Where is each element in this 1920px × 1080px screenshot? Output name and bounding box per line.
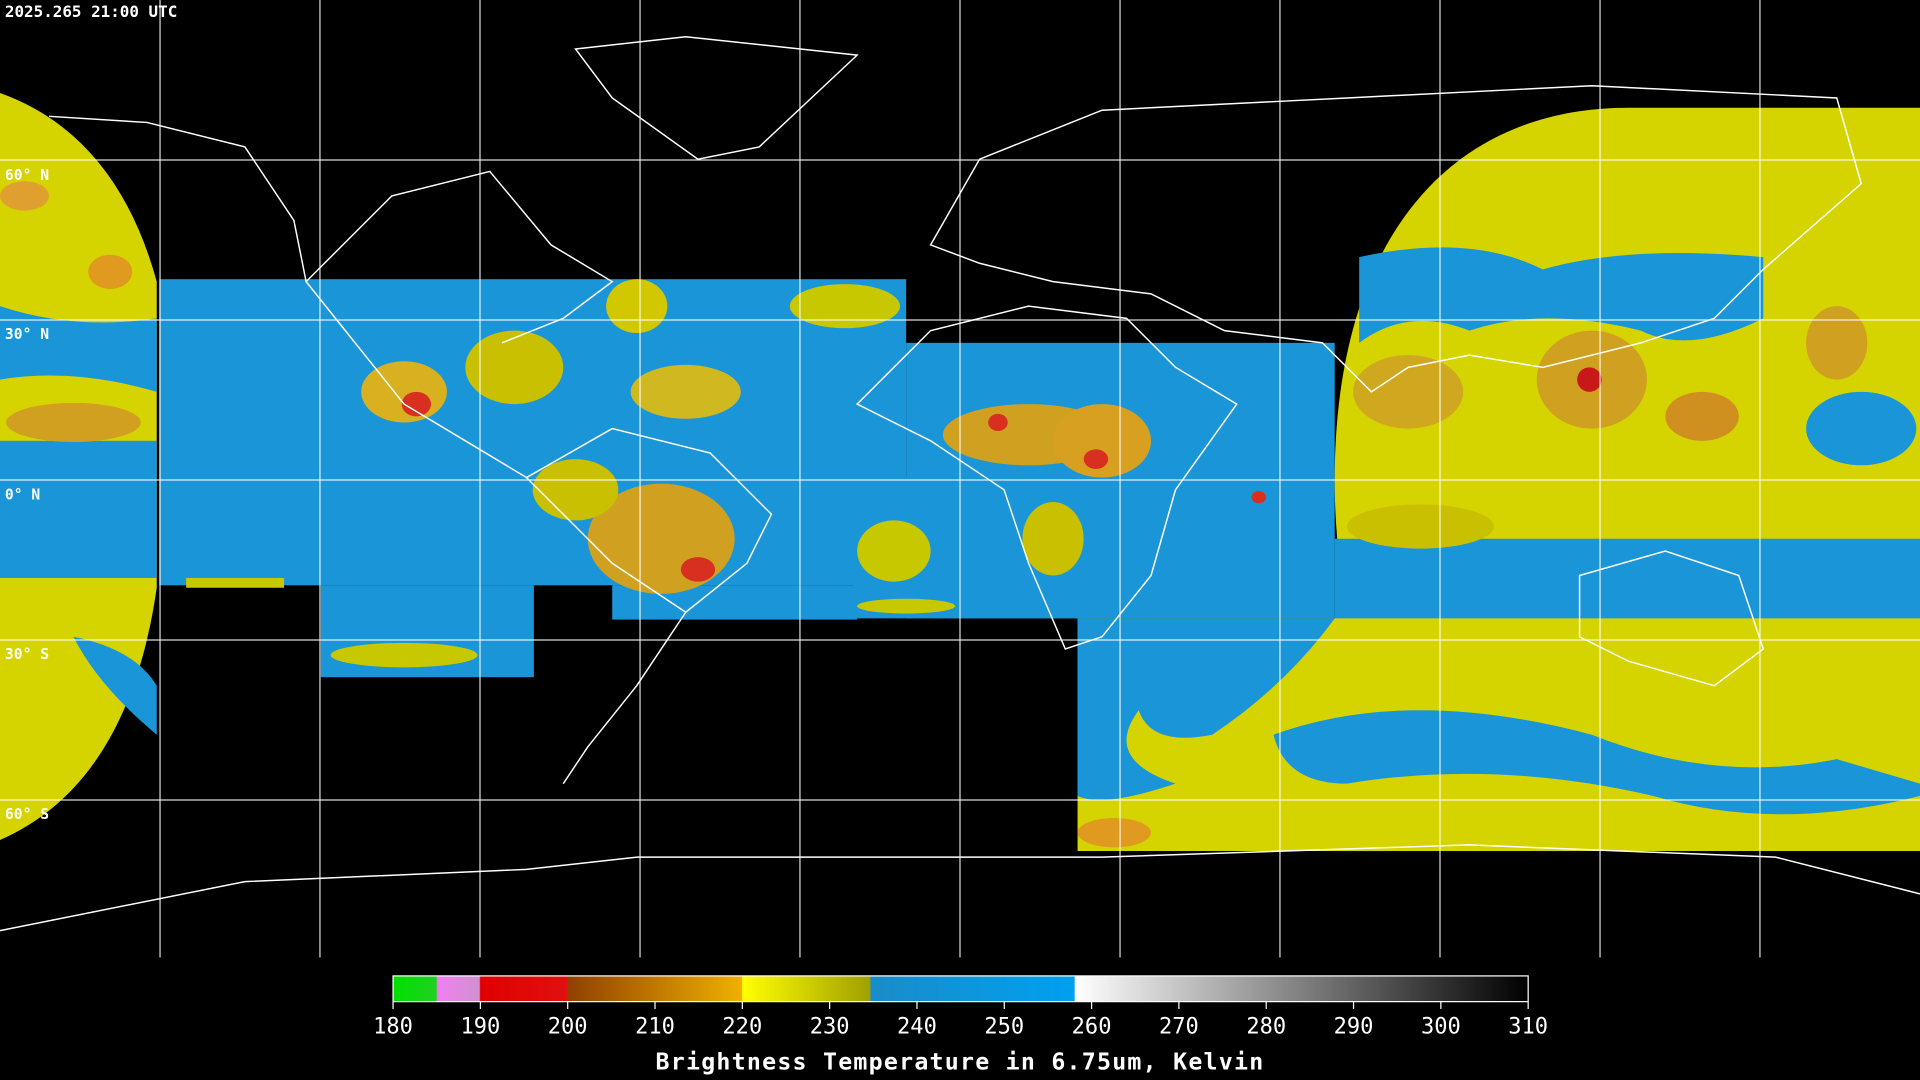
colorbar (392, 975, 1529, 1003)
moisture (857, 520, 931, 582)
convection (0, 181, 49, 211)
convection (680, 557, 716, 582)
convection (1077, 817, 1152, 848)
latitude-label: 0° N (5, 487, 40, 504)
colorbar-tick-label: 210 (635, 1014, 675, 1039)
coastlines (0, 35, 1920, 932)
latitude-label: 60° S (5, 806, 49, 823)
colorbar-tick-label: 290 (1334, 1014, 1374, 1039)
colorbar-tick-label: 200 (548, 1014, 588, 1039)
convection (465, 330, 564, 405)
blue-region (0, 440, 157, 578)
colorbar-ticks: 180 190 200 210 220 230 240 250 260 270 280 290 300 3… (373, 1001, 1548, 1039)
colorbar-tick-label: 230 (810, 1014, 850, 1039)
colorbar-tick-label: 310 (1508, 1014, 1548, 1039)
greenland (574, 35, 859, 160)
australia (1578, 550, 1765, 687)
colorbar-tick-label: 180 (373, 1014, 413, 1039)
graticule (0, 0, 1920, 958)
convection (1665, 391, 1739, 441)
colorbar-tick-label: 270 (1159, 1014, 1199, 1039)
moisture (186, 577, 285, 588)
moisture (606, 279, 668, 334)
convection (1083, 449, 1109, 469)
convection (401, 391, 432, 417)
blue-region (1806, 391, 1917, 466)
convection (1053, 404, 1152, 478)
convection (361, 361, 447, 423)
convection (1806, 306, 1868, 380)
latitude-label: 60° N (5, 167, 49, 184)
convection (1251, 491, 1267, 504)
colorbar-tick-label: 190 (460, 1014, 500, 1039)
moisture (857, 598, 956, 614)
convection (532, 459, 619, 521)
colorbar-tick-label: 250 (984, 1014, 1024, 1039)
colorbar-title: Brightness Temperature in 6.75um, Kelvin (656, 1048, 1265, 1075)
south-america-coast (526, 427, 773, 613)
convection (630, 364, 741, 419)
colorbar-tick-label: 260 (1072, 1014, 1112, 1039)
blue-region (159, 279, 907, 586)
convection (1353, 355, 1464, 429)
convection (88, 254, 133, 289)
blue-region (1359, 247, 1764, 343)
antarctica (0, 844, 1920, 932)
convection (1577, 367, 1602, 392)
blue-region (1273, 710, 1920, 815)
colorbar-tick-label: 220 (722, 1014, 762, 1039)
latitude-label: 30° S (5, 646, 49, 663)
americas-coast (48, 115, 687, 785)
blue-region (73, 636, 157, 735)
convection (1346, 504, 1494, 549)
colorbar-tick-label: 300 (1421, 1014, 1461, 1039)
colorbar-tick-label: 280 (1246, 1014, 1286, 1039)
latitude-label: 30° N (5, 326, 49, 343)
convection (988, 413, 1008, 432)
blue-region (1077, 618, 1335, 800)
moisture (330, 642, 478, 668)
convection (6, 402, 141, 443)
colorbar-tick-label: 240 (897, 1014, 937, 1039)
convection (1022, 502, 1084, 576)
moisture (789, 284, 900, 329)
africa (855, 305, 1238, 650)
eurasia (929, 84, 1863, 393)
north-america-coast (305, 170, 614, 344)
blue-region (0, 306, 157, 392)
timestamp: 2025.265 21:00 UTC (5, 2, 177, 21)
